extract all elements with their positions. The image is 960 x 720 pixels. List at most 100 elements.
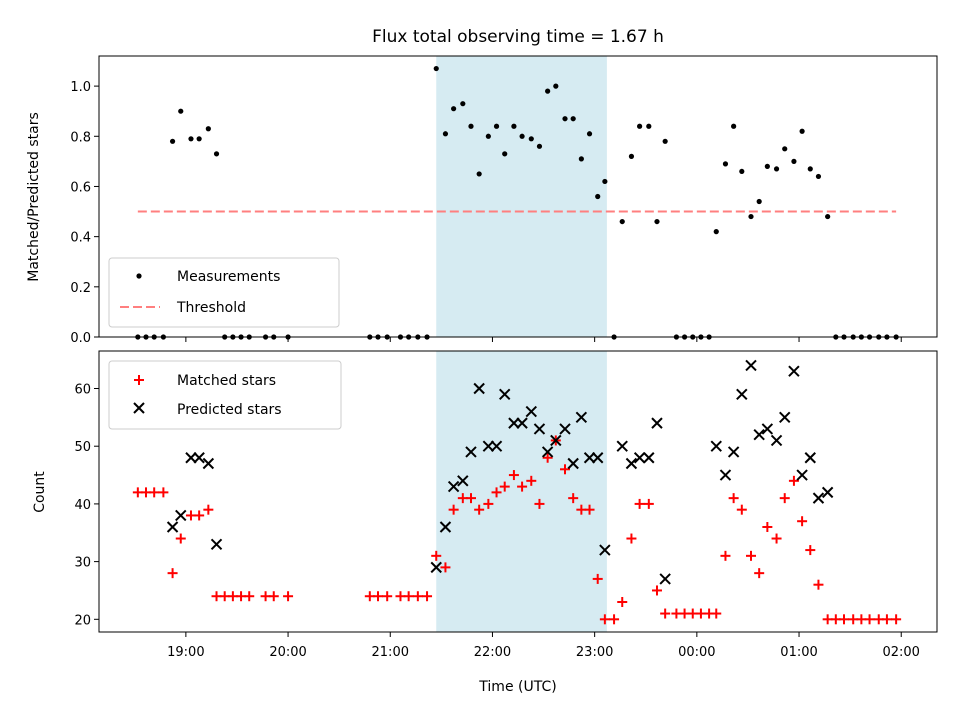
- matched-star-point: [167, 568, 178, 579]
- marker-stroke: [516, 417, 528, 429]
- measurement-point: [662, 138, 668, 144]
- measurement-point: [188, 136, 194, 142]
- predicted-star-point: [541, 446, 554, 458]
- matched-star-point: [448, 504, 459, 515]
- matched-star-point: [268, 591, 279, 602]
- y-tick-label: 0.2: [70, 281, 91, 296]
- predicted-star-point: [550, 434, 562, 447]
- measurement-point: [815, 173, 822, 180]
- matched-star-point: [149, 487, 160, 498]
- marker-stroke: [616, 440, 628, 452]
- predicted-star-point: [202, 457, 215, 470]
- matched-star-point: [728, 493, 739, 504]
- matched-star-point: [660, 608, 671, 619]
- marker-stroke: [710, 440, 722, 452]
- matched-star-point: [584, 504, 595, 515]
- measurement-point: [528, 136, 534, 142]
- measurement-point: [562, 116, 568, 122]
- measurement-point: [178, 108, 184, 114]
- marker-stroke: [508, 417, 520, 429]
- predicted-star-point: [185, 452, 197, 464]
- measurement-point: [570, 116, 576, 122]
- measurement-point: [502, 151, 508, 157]
- marker-stroke: [550, 434, 562, 447]
- matched-star-point: [194, 510, 205, 521]
- matched-star-point: [609, 614, 620, 625]
- top-y-axis-label: Matched/Predicted stars: [26, 112, 42, 282]
- matched-legend-label: Matched stars: [177, 373, 276, 389]
- marker-stroke: [465, 446, 477, 458]
- predicted-legend-marker: [133, 402, 145, 414]
- marker-stroke: [166, 521, 179, 533]
- marker-stroke: [473, 382, 485, 395]
- top-legend-box: [108, 257, 340, 328]
- measurement-point: [433, 65, 439, 72]
- matched-star-point: [813, 579, 824, 590]
- marker-stroke: [559, 423, 571, 435]
- chart-title: Flux total observing time = 1.67 h: [372, 27, 664, 47]
- predicted-star-point: [516, 417, 528, 429]
- matched-star-point: [797, 516, 808, 527]
- marker-stroke: [525, 405, 537, 418]
- predicted-star-point: [796, 469, 808, 481]
- marker-stroke: [643, 452, 655, 464]
- y-tick-label: 20: [74, 613, 91, 628]
- predicted-star-point: [633, 452, 646, 464]
- matched-star-point: [440, 562, 451, 573]
- marker-stroke: [659, 573, 671, 585]
- predicted-star-point: [210, 538, 223, 551]
- measurement-point: [536, 143, 543, 149]
- matched-star-point: [626, 533, 637, 544]
- predicted-star-point: [736, 388, 748, 400]
- marker-stroke: [175, 509, 187, 522]
- predicted-star-point: [804, 452, 816, 464]
- marker-stroke: [567, 457, 579, 470]
- matched-star-point: [839, 614, 850, 625]
- top-legend: Measurements Threshold: [108, 257, 340, 328]
- x-tick-label: 01:00: [780, 645, 817, 660]
- predicted-star-point: [710, 440, 722, 452]
- predicted-star-point: [533, 423, 546, 435]
- matched-star-point: [762, 521, 773, 532]
- marker-stroke: [633, 452, 646, 464]
- predicted-star-point: [592, 452, 604, 464]
- predicted-legend-label: Predicted stars: [177, 402, 282, 418]
- measurement-point: [628, 153, 635, 159]
- matched-star-point: [412, 591, 423, 602]
- measurement-point: [213, 151, 220, 157]
- marker-stroke: [533, 423, 546, 435]
- predicted-star-point: [559, 423, 571, 435]
- predicted-star-point: [616, 440, 628, 452]
- predicted-star-point: [482, 440, 495, 452]
- marker-stroke: [575, 411, 588, 424]
- x-tick-label: 00:00: [678, 645, 715, 660]
- measurement-point: [451, 106, 457, 112]
- x-tick-label: 23:00: [576, 645, 613, 660]
- matched-star-point: [491, 487, 502, 498]
- measurements-legend-marker: [136, 273, 142, 279]
- marker-stroke: [490, 440, 503, 452]
- matched-star-point: [244, 591, 255, 602]
- measurement-point: [739, 168, 745, 175]
- predicted-star-point: [625, 457, 638, 470]
- matched-star-point: [736, 504, 747, 515]
- measurement-point: [511, 123, 517, 129]
- measurement-point: [756, 198, 762, 205]
- predicted-star-point: [499, 388, 511, 400]
- marker-stroke: [482, 440, 495, 452]
- marker-stroke: [185, 452, 197, 464]
- measurement-point: [602, 178, 608, 185]
- bottom-y-ticks: 20 30 40 50 60: [74, 383, 99, 628]
- predicted-star-point: [659, 573, 671, 585]
- measurement-point: [773, 166, 780, 172]
- predicted-star-point: [473, 382, 485, 395]
- marker-stroke: [592, 452, 604, 464]
- y-tick-label: 0.4: [70, 231, 91, 246]
- marker-stroke: [210, 538, 223, 551]
- measurement-point: [476, 171, 482, 177]
- bottom-panel: 20 30 40 50 60 19:00 20:00 21:00 22:00 23:00 00:0…: [32, 350, 938, 695]
- matched-star-point: [592, 573, 603, 584]
- matched-star-point: [542, 452, 553, 463]
- matched-star-point: [788, 475, 799, 486]
